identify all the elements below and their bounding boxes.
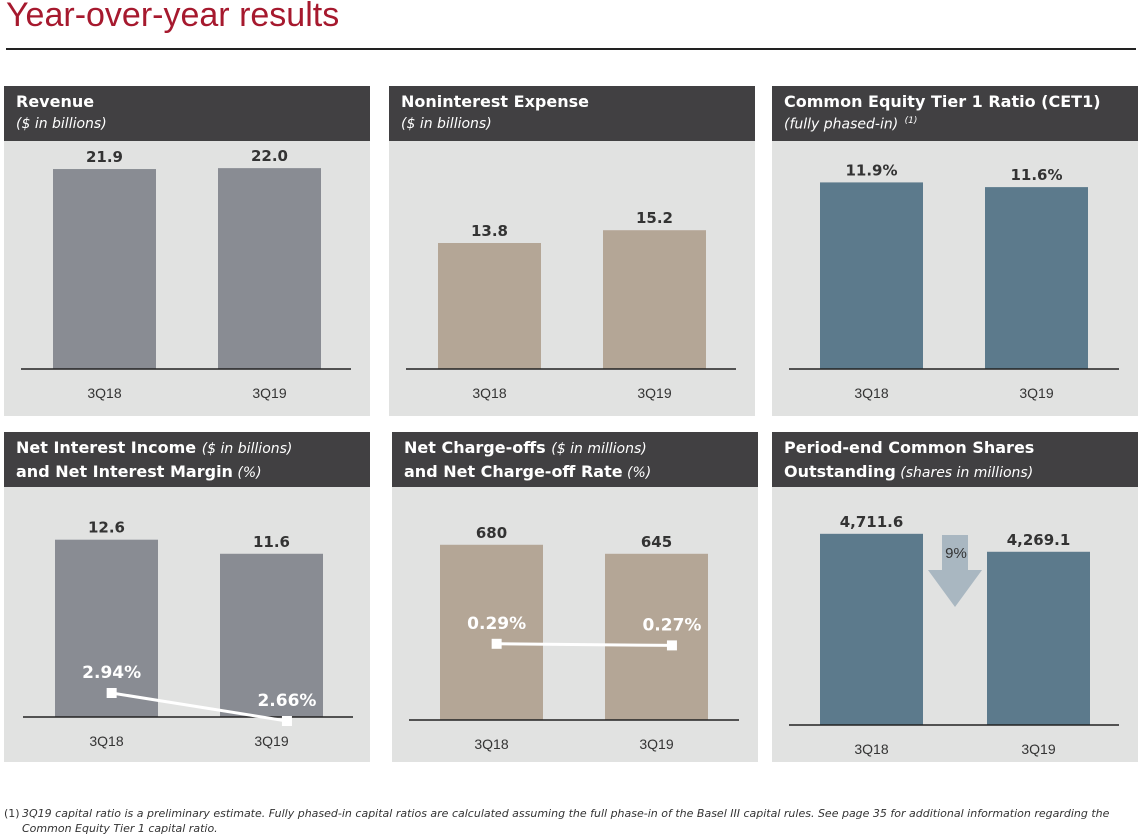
bar-data-label: 4,711.6: [840, 513, 904, 531]
panel-title-line: Net Interest Income ($ in billions): [16, 438, 292, 457]
bar: [605, 553, 708, 720]
panel-header: Common Equity Tier 1 Ratio (CET1) (fully…: [772, 86, 1138, 141]
panel-subtitle-unit: (shares in millions): [900, 465, 1034, 481]
panel-title: Common Equity Tier 1 Ratio (CET1): [784, 92, 1101, 111]
panel-title: Revenue: [16, 92, 95, 111]
footnote: (1) 3Q19 capital ratio is a preliminary …: [4, 806, 1134, 836]
bar-data-label: 680: [476, 524, 507, 542]
rate-data-label: 0.29%: [467, 614, 526, 634]
rate-line: [111, 691, 288, 723]
x-tick-label: 3Q18: [472, 385, 506, 401]
common-shares-panel: Period-end Common Shares Outstanding (sh…: [772, 432, 1138, 762]
bar-data-label: 13.8: [471, 222, 508, 240]
panel-subtitle: Outstanding: [784, 462, 896, 481]
bar: [987, 551, 1090, 725]
revenue-chart: 21.9 3Q18 22.0 3Q19: [21, 147, 351, 401]
rate-point: [491, 638, 502, 649]
rate-point: [666, 640, 677, 651]
bar-data-label: 22.0: [251, 147, 288, 165]
cet1-panel: Common Equity Tier 1 Ratio (CET1) (fully…: [772, 86, 1138, 416]
bar-data-label: 21.9: [86, 148, 123, 166]
noninterest-expense-panel: Noninterest Expense ($ in billions) 13.8…: [389, 86, 755, 416]
bar: [985, 187, 1088, 369]
bar: [438, 243, 541, 369]
panel-title: Noninterest Expense: [401, 92, 589, 111]
panel-subtitle-line: (fully phased-in) (1): [784, 116, 917, 133]
panel-subtitle: ($ in billions): [401, 116, 492, 132]
x-tick-label: 3Q19: [1021, 741, 1055, 757]
rate-point: [106, 688, 117, 698]
bar-data-label: 12.6: [88, 519, 125, 537]
panel-subtitle-line: and Net Interest Margin (%): [16, 462, 262, 481]
x-tick-label: 3Q19: [254, 733, 288, 749]
bar-data-label: 645: [641, 533, 672, 551]
page-title: Year-over-year results: [6, 0, 340, 34]
net-interest-income-panel: Net Interest Income ($ in billions) and …: [4, 432, 370, 762]
panel-title-unit: ($ in millions): [551, 441, 647, 457]
bar: [53, 169, 156, 369]
panel-header: Net Interest Income ($ in billions) and …: [4, 432, 370, 487]
bar: [820, 182, 923, 369]
bar: [440, 544, 543, 720]
noninterest-expense-chart: 13.8 3Q18 15.2 3Q19: [406, 209, 736, 401]
panel-title-line: Net Charge-offs ($ in millions): [404, 438, 647, 457]
panel-subtitle-unit: (%): [237, 465, 262, 481]
rate-data-label: 0.27%: [642, 615, 701, 635]
footnote-marker: (1): [4, 807, 20, 820]
panel-title: Net Charge-offs: [404, 438, 546, 457]
bar-data-label: 15.2: [636, 209, 673, 227]
x-tick-label: 3Q18: [89, 733, 123, 749]
revenue-panel: Revenue ($ in billions) 21.9 3Q18 22.0 3Q19: [4, 86, 370, 416]
bar-data-label: 11.6%: [1010, 166, 1062, 184]
bar: [603, 230, 706, 369]
net-charge-offs-panel: Net Charge-offs ($ in millions) and Net …: [392, 432, 758, 762]
panel-title: Net Interest Income: [16, 438, 197, 457]
rate-data-label: 2.66%: [257, 691, 316, 711]
decline-annotation: 9%: [945, 545, 967, 562]
panel-title: Period-end Common Shares: [784, 438, 1035, 457]
bar-data-label: 11.9%: [845, 161, 897, 179]
panel-subtitle: ($ in billions): [16, 116, 107, 132]
net-interest-income-chart: 12.6 3Q18 11.6 3Q19 2.94% 2.66%: [23, 519, 353, 749]
x-tick-label: 3Q18: [854, 741, 888, 757]
bar-data-label: 4,269.1: [1007, 531, 1071, 549]
panel-header: Period-end Common Shares Outstanding (sh…: [772, 432, 1138, 487]
x-tick-label: 3Q19: [252, 385, 286, 401]
panel-header: Noninterest Expense ($ in billions): [389, 86, 755, 141]
x-tick-label: 3Q18: [474, 736, 508, 752]
panel-header: Net Charge-offs ($ in millions) and Net …: [392, 432, 758, 487]
x-tick-label: 3Q19: [1019, 385, 1053, 401]
panel-subtitle-unit: (%): [627, 465, 652, 481]
panel-title-unit: ($ in billions): [201, 441, 293, 457]
down-arrow-icon: [928, 535, 982, 607]
panel-subtitle: and Net Charge-off Rate: [404, 462, 623, 481]
panel-subtitle-line: and Net Charge-off Rate (%): [404, 462, 651, 481]
panel-subtitle: and Net Interest Margin: [16, 462, 233, 481]
net-charge-offs-chart: 680 3Q18 645 3Q19 0.29% 0.27%: [409, 524, 739, 752]
x-tick-label: 3Q19: [639, 736, 673, 752]
rate-point: [281, 716, 292, 726]
title-rule: [6, 48, 1136, 50]
bar: [220, 553, 323, 717]
bar: [820, 533, 923, 725]
common-shares-chart: 4,711.6 3Q18 4,269.1 3Q19 9%: [789, 513, 1119, 757]
panel-header: Revenue ($ in billions): [4, 86, 370, 141]
bar-data-label: 11.6: [253, 533, 290, 551]
x-tick-label: 3Q19: [637, 385, 671, 401]
bar: [218, 168, 321, 369]
footnote-text: 3Q19 capital ratio is a preliminary esti…: [22, 807, 1110, 835]
rate-line: [496, 642, 672, 647]
footnote-reference: (1): [904, 116, 918, 126]
x-tick-label: 3Q18: [87, 385, 121, 401]
cet1-chart: 11.9% 3Q18 11.6% 3Q19: [789, 161, 1119, 401]
panel-subtitle-line: Outstanding (shares in millions): [784, 462, 1033, 481]
bar: [55, 539, 158, 717]
x-tick-label: 3Q18: [854, 385, 888, 401]
panel-subtitle: (fully phased-in): [784, 116, 899, 133]
rate-data-label: 2.94%: [82, 663, 141, 683]
